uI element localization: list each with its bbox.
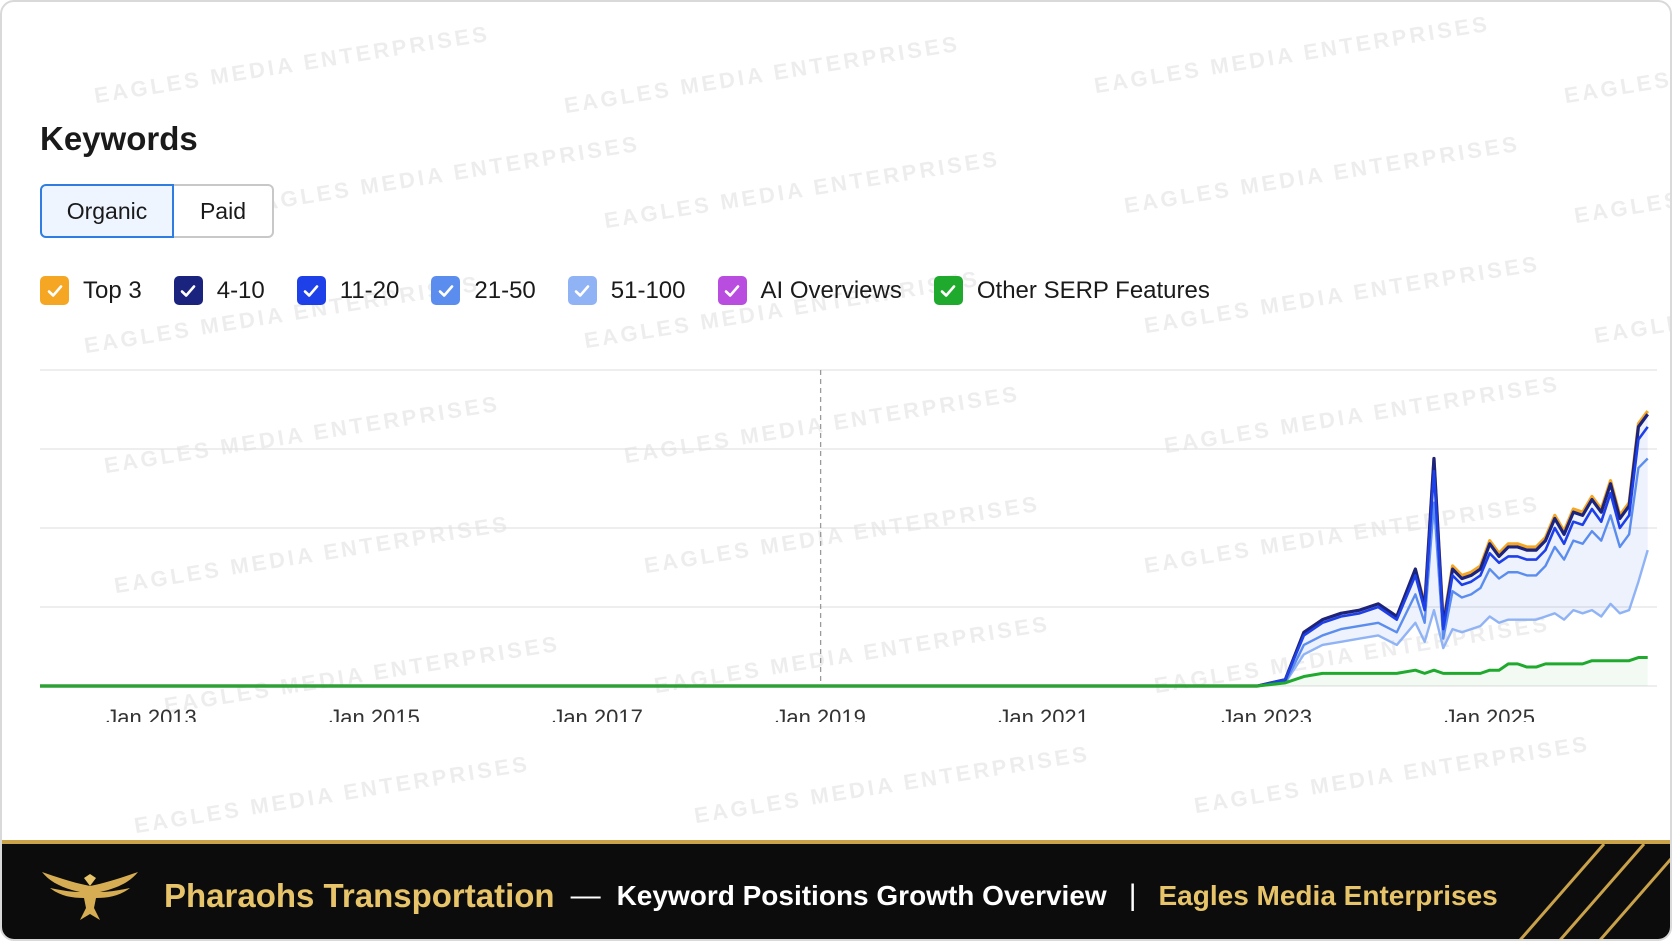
checkbox-check-icon[interactable]	[431, 276, 461, 305]
watermark-text: EAGLES MEDIA ENTERPRISES	[1192, 730, 1592, 819]
checkbox-check-icon[interactable]	[40, 276, 69, 305]
legend-item-21-50[interactable]: 21-50	[431, 276, 536, 305]
footer-subtitle: Keyword Positions Growth Overview	[616, 879, 1107, 911]
watermark-text: EAGLES MEDIA ENTERPRISES	[562, 30, 962, 119]
x-tick-label: Jan 2021	[998, 705, 1089, 722]
legend-label: 51-100	[610, 276, 686, 304]
watermark-text: EAGLES MEDIA ENTERPRISES	[602, 145, 1002, 234]
legend-item-11-20[interactable]: 11-20	[296, 276, 400, 305]
checkbox-check-icon[interactable]	[296, 276, 326, 305]
legend-label: Top 3	[83, 276, 142, 304]
keyword-positions-chart: Jan 2013 Jan 2015 Jan 2017 Jan 2019 Jan 2021…	[40, 369, 1657, 722]
eagle-logo-icon	[42, 871, 138, 920]
watermark-text: EAGLES MEDIA ENTERPRISES	[132, 750, 532, 839]
legend-item-4-10[interactable]: 4-10	[173, 276, 265, 305]
page-title: Keywords	[40, 120, 198, 157]
series-line-51-100	[40, 549, 1649, 688]
legend-label: AI Overviews	[760, 276, 902, 304]
legend-label: 11-20	[339, 276, 400, 304]
footer-banner: Pharaohs Transportation — Keyword Positi…	[2, 840, 1670, 939]
area-fill	[40, 411, 1648, 686]
watermark-text: EAGLES MEDIA ENTERPRISES	[92, 20, 492, 109]
footer-separator: |	[1128, 878, 1137, 912]
series-line-top-3	[40, 410, 1649, 688]
legend-label: 4-10	[216, 276, 265, 304]
x-tick-label: Jan 2023	[1221, 705, 1312, 722]
checkbox-check-icon[interactable]	[173, 276, 203, 305]
legend-item-other-serp-features[interactable]: Other SERP Features	[933, 276, 1210, 305]
watermark-text: EAGLES MEDIA ENTERPRISES	[242, 130, 642, 219]
x-tick-label: Jan 2025	[1444, 705, 1535, 722]
tab-paid[interactable]: Paid	[174, 184, 274, 238]
decorative-stripes-icon	[1518, 844, 1670, 939]
x-tick-label: Jan 2019	[775, 705, 866, 722]
watermark-text: EAGLES MEDIA ENTERPRISES	[1562, 21, 1672, 109]
legend-label: Other SERP Features	[976, 276, 1210, 304]
checkbox-check-icon[interactable]	[933, 276, 963, 305]
watermark-text: EAGLES MEDIA ENTERPRISES	[1592, 261, 1672, 349]
tab-organic[interactable]: Organic	[40, 184, 174, 238]
legend-item-top-3[interactable]: Top 3	[40, 276, 142, 305]
organic-paid-toggle: Organic Paid	[40, 184, 274, 238]
watermark-text: EAGLES MEDIA ENTERPRISES	[692, 740, 1092, 829]
checkbox-check-icon[interactable]	[567, 276, 597, 305]
watermark-text: EAGLES MEDIA ENTERPRISES	[1122, 130, 1522, 219]
x-tick-label: Jan 2013	[106, 705, 197, 722]
x-tick-label: Jan 2017	[552, 705, 643, 722]
series-line-21-50	[40, 457, 1649, 688]
watermark-text: EAGLES MEDIA ENTERPRISES	[1572, 141, 1672, 229]
footer-dash: —	[570, 878, 601, 912]
watermark-text: EAGLES MEDIA ENTERPRISES	[1092, 10, 1492, 99]
checkbox-check-icon[interactable]	[717, 276, 747, 305]
series-line-other-serp-features	[40, 656, 1648, 688]
area-fill	[40, 657, 1648, 686]
series-line-11-20	[40, 426, 1649, 688]
legend-item-ai-overviews[interactable]: AI Overviews	[717, 276, 902, 305]
x-tick-label: Jan 2015	[329, 705, 420, 722]
legend-label: 21-50	[474, 276, 536, 304]
footer-org: Eagles Media Enterprises	[1158, 879, 1498, 911]
series-line-4-10	[40, 413, 1649, 688]
chart-legend: Top 3 4-10 11-20 21-50 51-100 AI Overviews Oth…	[40, 276, 1242, 305]
footer-brand: Pharaohs Transportation	[164, 876, 555, 914]
legend-item-51-100[interactable]: 51-100	[567, 276, 686, 305]
